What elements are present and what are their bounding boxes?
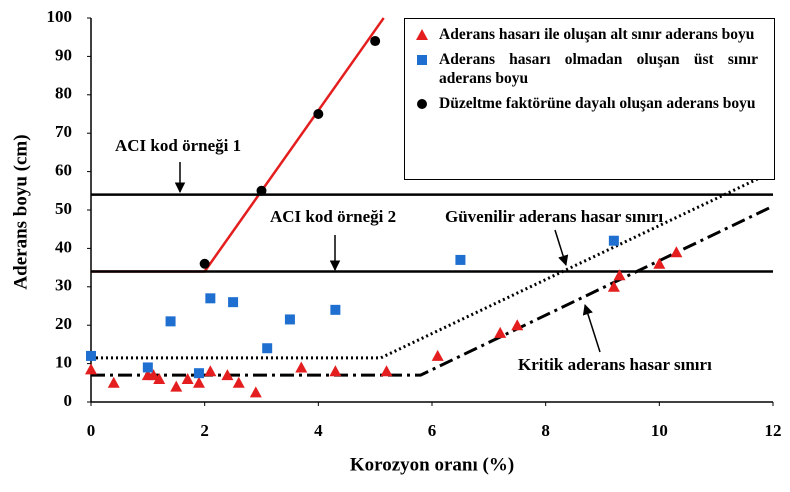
legend-icon — [416, 29, 428, 40]
x-axis-label: Korozyon oranı (%) — [350, 454, 514, 475]
marker — [284, 314, 295, 325]
legend: Aderans hasarı ile oluşan alt sınır ader… — [404, 18, 775, 180]
marker — [511, 319, 524, 331]
annotation: Güvenilir aderans hasar sınırı — [445, 207, 663, 226]
marker — [232, 376, 245, 388]
marker — [86, 350, 96, 361]
marker — [431, 349, 444, 361]
marker — [380, 365, 393, 377]
marker — [416, 29, 428, 40]
legend-icon — [417, 55, 427, 65]
x-tick-label: 12 — [765, 421, 782, 440]
legend-entry: Aderans hasarı ile oluşan alt sınır ader… — [415, 25, 758, 44]
marker — [165, 316, 176, 327]
marker — [313, 109, 324, 119]
marker — [494, 326, 507, 338]
marker — [329, 365, 342, 377]
marker — [330, 304, 341, 315]
marker — [205, 293, 216, 304]
arrow — [554, 229, 569, 267]
marker — [670, 246, 683, 258]
x-tick-label: 8 — [541, 421, 550, 440]
marker — [153, 372, 166, 384]
marker — [613, 269, 626, 281]
legend-label: Düzeltme faktörüne dayalı oluşan aderans… — [439, 95, 756, 112]
marker — [228, 297, 239, 308]
x-tick-label: 6 — [428, 421, 437, 440]
legend-label: Aderans hasarı olmadan oluşan üst sınır … — [439, 51, 758, 87]
marker — [170, 380, 183, 392]
x-tick-label: 0 — [87, 421, 96, 440]
legend-entry: Düzeltme faktörüne dayalı oluşan aderans… — [415, 94, 758, 113]
marker — [262, 343, 273, 354]
marker — [199, 258, 210, 269]
marker — [417, 99, 427, 109]
legend-label: Aderans hasarı ile oluşan alt sınır ader… — [439, 26, 755, 43]
marker — [370, 36, 381, 47]
marker — [107, 376, 120, 388]
marker — [249, 386, 262, 398]
marker — [85, 363, 97, 375]
y-tick-label: 90 — [55, 45, 72, 64]
marker — [653, 257, 666, 269]
marker — [221, 369, 234, 381]
marker — [256, 185, 267, 196]
x-tick-label: 2 — [200, 421, 209, 440]
marker — [193, 368, 204, 379]
y-tick-label: 100 — [47, 7, 73, 26]
x-tick-label: 10 — [651, 421, 668, 440]
x-tick-label: 4 — [314, 421, 323, 440]
marker — [204, 365, 217, 377]
marker — [295, 361, 308, 373]
annotation: ACI kod örneği 1 — [115, 136, 241, 155]
marker — [192, 376, 205, 388]
legend-entry: Aderans hasarı olmadan oluşan üst sınır … — [415, 50, 758, 88]
y-tick-label: 20 — [55, 314, 72, 333]
y-tick-label: 30 — [55, 276, 72, 295]
y-tick-label: 0 — [64, 391, 73, 410]
marker — [608, 235, 619, 246]
y-axis-label: Aderans boyu (cm) — [10, 134, 31, 289]
arrow — [582, 303, 601, 353]
y-tick-label: 50 — [55, 199, 72, 218]
y-tick-label: 80 — [55, 84, 72, 103]
marker — [417, 55, 427, 65]
marker — [142, 362, 153, 373]
reference-line — [91, 204, 774, 377]
legend-icon — [417, 99, 427, 109]
marker — [181, 372, 194, 384]
marker — [607, 280, 620, 292]
y-tick-label: 60 — [55, 161, 72, 180]
marker — [455, 254, 466, 265]
reference-line — [91, 170, 774, 360]
annotation: Kritik aderans hasar sınırı — [518, 355, 712, 374]
y-tick-label: 70 — [55, 122, 72, 141]
marker — [147, 369, 160, 381]
annotation: ACI kod örneği 2 — [270, 207, 396, 226]
y-tick-label: 40 — [55, 237, 72, 256]
y-tick-label: 10 — [55, 353, 72, 372]
